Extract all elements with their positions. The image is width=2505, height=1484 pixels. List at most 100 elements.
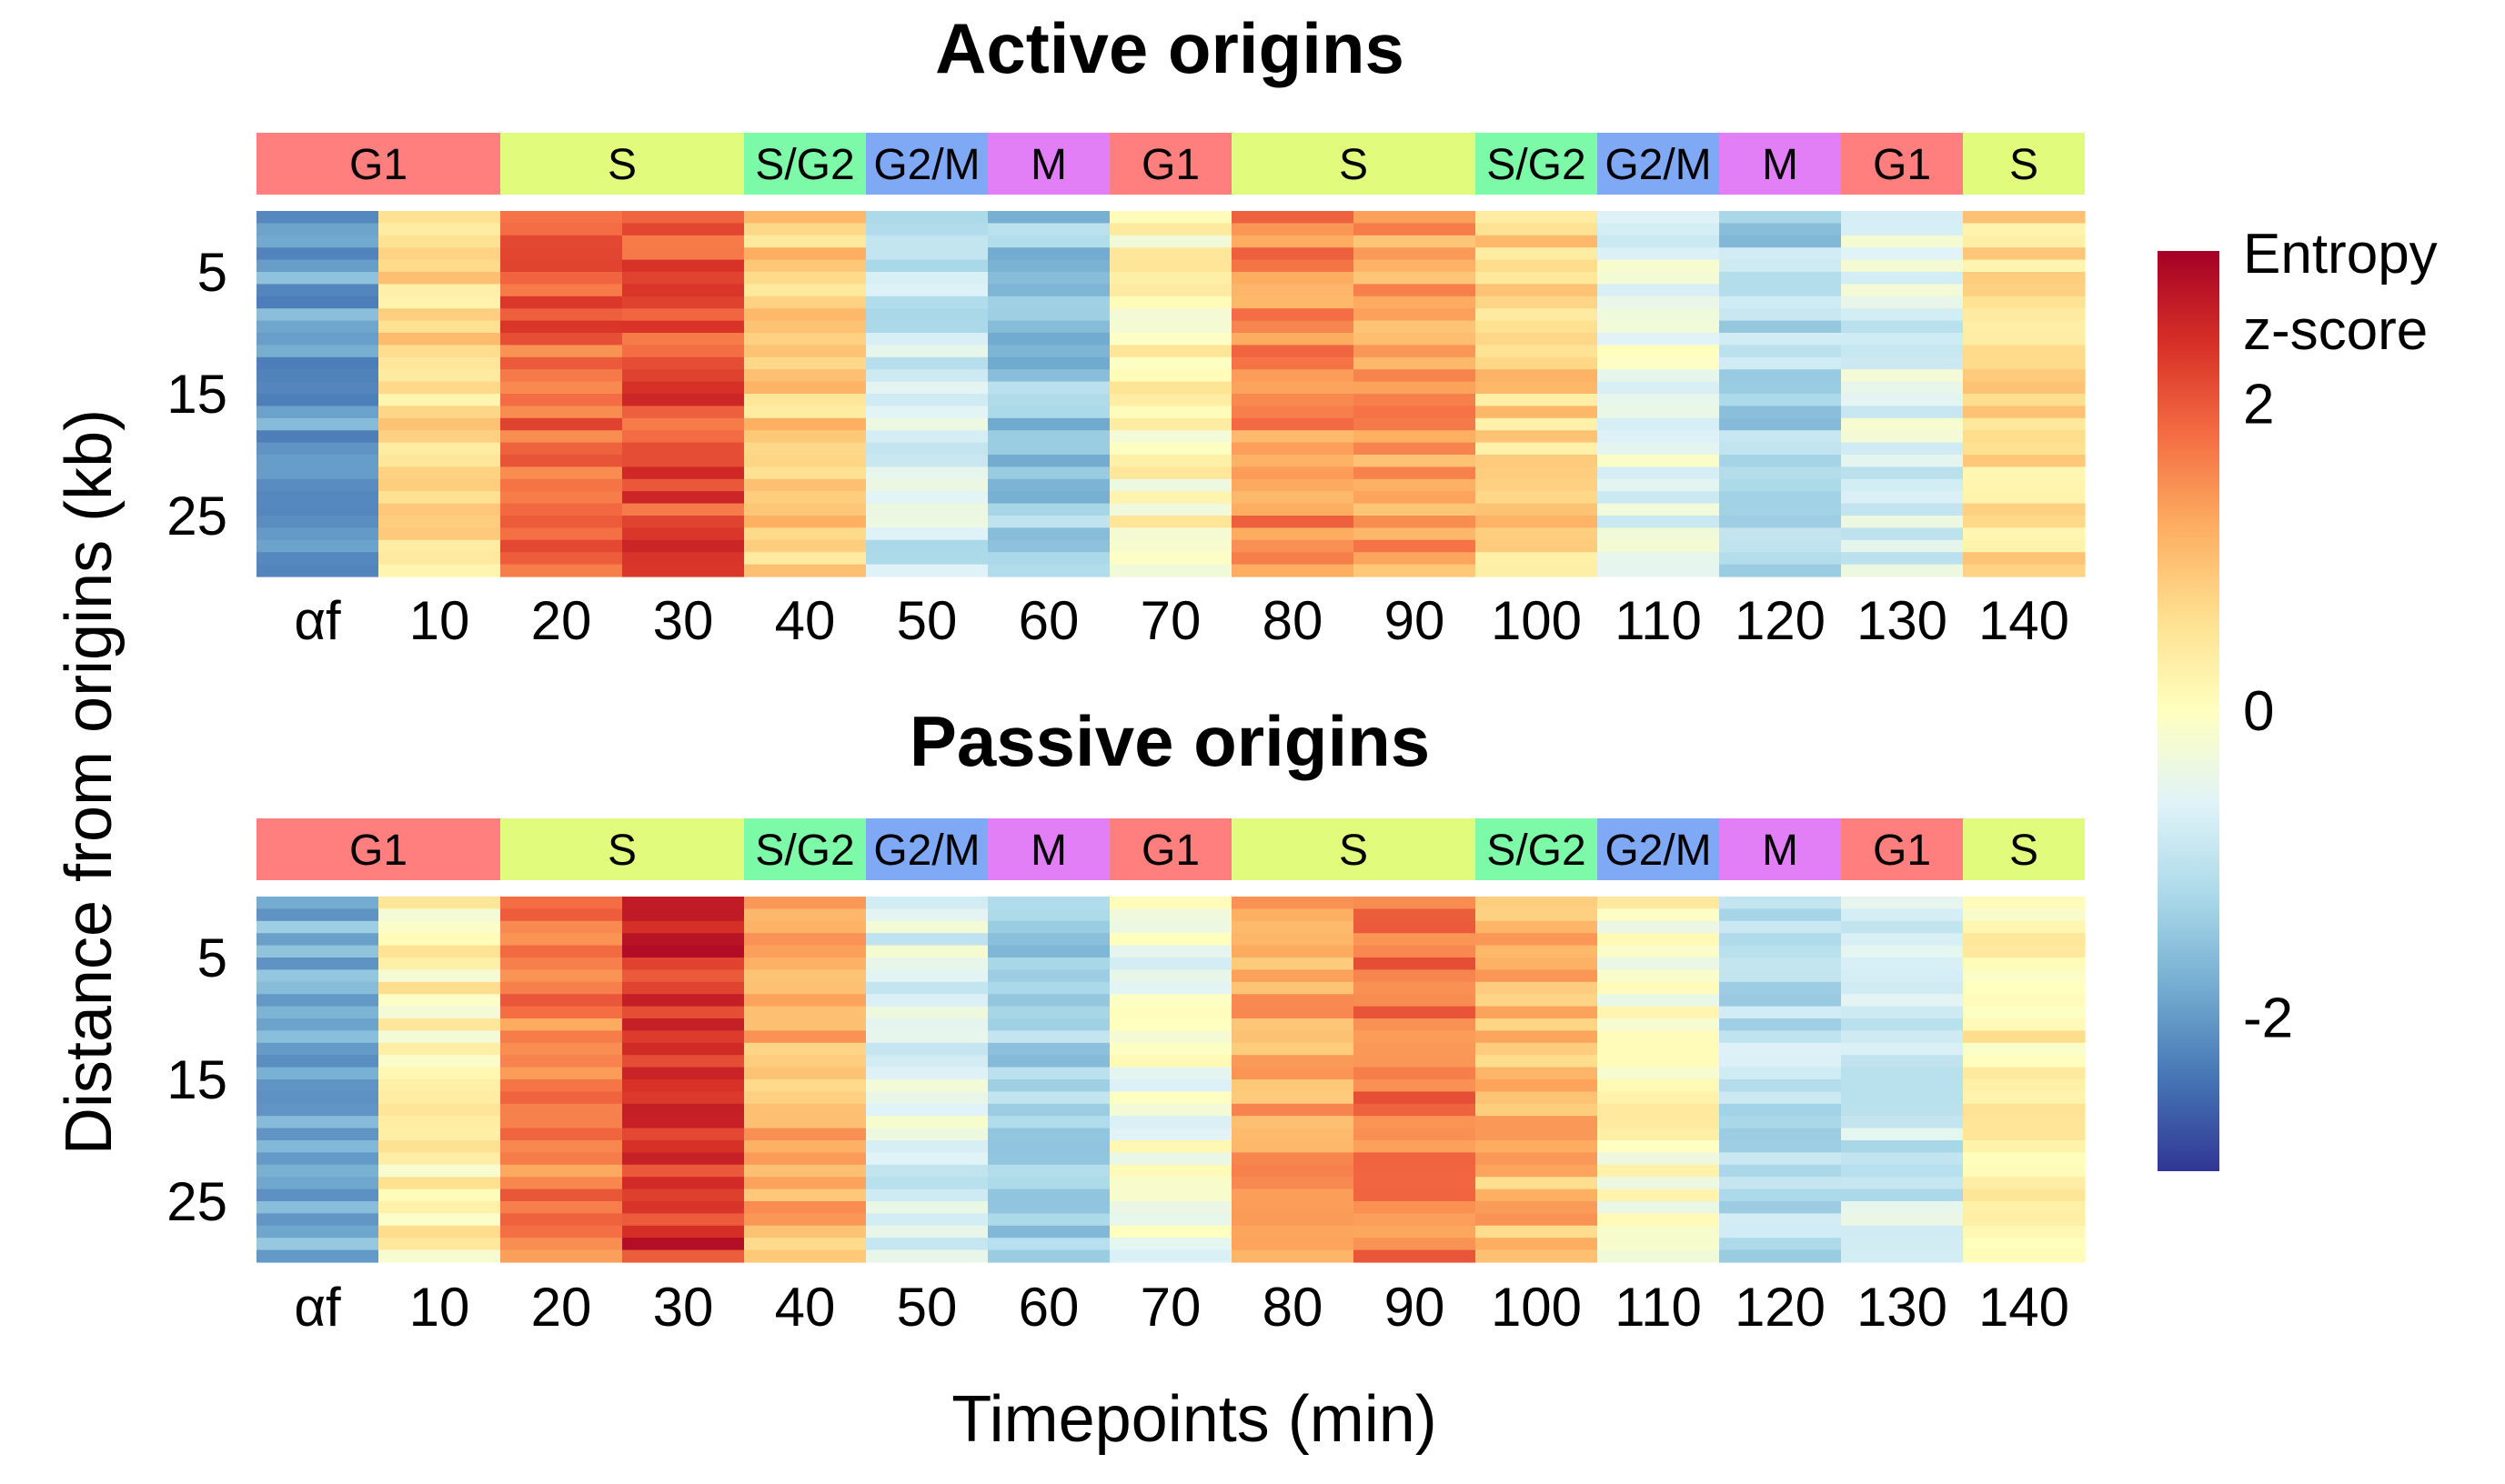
heatmap-cell (1110, 466, 1232, 480)
heatmap-cell (1232, 430, 1354, 444)
heatmap-cell (1232, 908, 1354, 922)
heatmap-cell (1963, 1079, 2086, 1092)
heatmap-cell (1841, 430, 1964, 444)
heatmap-cell (1232, 516, 1354, 528)
heatmap-cell (378, 296, 501, 309)
heatmap-cell (500, 958, 623, 970)
heatmap-cell (1963, 945, 2086, 958)
heatmap-cell (866, 1152, 989, 1166)
heatmap-cell (378, 1055, 501, 1068)
heatmap-cell (622, 491, 745, 505)
heatmap-cell (257, 308, 379, 322)
heatmap-cell (744, 1177, 867, 1190)
heatmap-cell (744, 296, 867, 309)
heatmap-cell (378, 1188, 501, 1202)
heatmap-cell (500, 1140, 623, 1153)
heatmap-cell (1597, 478, 1720, 492)
heatmap-cell (1110, 1188, 1232, 1202)
heatmap-cell (1841, 369, 1964, 383)
heatmap-cell (500, 1116, 623, 1129)
heatmap-cell (1841, 1055, 1964, 1068)
heatmap-cell (1475, 945, 1598, 958)
heatmap-cell (988, 1213, 1111, 1227)
heatmap-cell (866, 211, 989, 224)
heatmap-cell (1841, 994, 1964, 1008)
heatmap-cell (622, 1067, 745, 1080)
heatmap-cell (257, 430, 379, 444)
heatmap-cell (378, 933, 501, 947)
phase-band-g2-m (1597, 818, 1719, 880)
heatmap-cell (1353, 958, 1476, 970)
heatmap-cell (1597, 981, 1720, 995)
heatmap-cell (1597, 1177, 1720, 1190)
x-tick-label: 30 (653, 1277, 714, 1338)
heatmap-cell (1719, 1030, 1842, 1044)
heatmap-cell (378, 491, 501, 505)
heatmap-cell (622, 296, 745, 309)
heatmap-cell (378, 1225, 501, 1238)
heatmap-cell (1110, 235, 1232, 248)
heatmap-cell (1353, 296, 1476, 309)
heatmap-cell (1475, 981, 1598, 995)
heatmap-cell (500, 969, 623, 983)
x-tick-label: 140 (1978, 1277, 2069, 1338)
heatmap-cell (1719, 308, 1842, 322)
heatmap-cell (1353, 1177, 1476, 1190)
heatmap-cell (744, 369, 867, 383)
heatmap-cell (1963, 455, 2086, 467)
heatmap-cell (378, 272, 501, 285)
heatmap-cell (1232, 247, 1354, 261)
heatmap-cell (866, 1164, 989, 1178)
heatmap-cell (988, 491, 1111, 505)
heatmap-cell (622, 552, 745, 566)
heatmap-cell (257, 455, 379, 467)
heatmap-cell (744, 933, 867, 947)
heatmap-cell (1597, 284, 1720, 297)
heatmap-cell (744, 969, 867, 983)
heatmap-cell (257, 1079, 379, 1092)
heatmap-cell (1353, 259, 1476, 273)
heatmap-cell (1719, 1164, 1842, 1178)
heatmap-cell (622, 958, 745, 970)
heatmap-cell (378, 1140, 501, 1153)
phase-label: M (1762, 827, 1798, 875)
heatmap-cell (1353, 406, 1476, 419)
y-tick-label: 5 (197, 242, 227, 303)
panel-title-passive: Passive origins (910, 701, 1430, 781)
heatmap-cell (378, 406, 501, 419)
heatmap-cell (866, 223, 989, 236)
phase-band-g1 (1841, 818, 1963, 880)
heatmap-cell (1232, 503, 1354, 516)
heatmap-cell (500, 381, 623, 395)
heatmap-cell (1597, 1018, 1720, 1031)
heatmap-cell (500, 1188, 623, 1202)
heatmap-cell (988, 466, 1111, 480)
heatmap-cell (1719, 1091, 1842, 1105)
colorbar-tick-label: -2 (2243, 987, 2293, 1049)
heatmap-cell (1719, 333, 1842, 346)
heatmap-cell (1110, 1067, 1232, 1080)
heatmap-cell (1597, 272, 1720, 285)
heatmap-cell (622, 272, 745, 285)
heatmap-cell (1110, 1079, 1232, 1092)
heatmap-cell (1110, 1006, 1232, 1019)
phase-band-g1 (257, 133, 500, 195)
heatmap-cell (1475, 430, 1598, 444)
heatmap-cell (1110, 1128, 1232, 1141)
heatmap-cell (622, 259, 745, 273)
heatmap-cell (1719, 1128, 1842, 1141)
heatmap-cell (1841, 1249, 1964, 1263)
heatmap-cell (1353, 356, 1476, 370)
heatmap-cell (866, 466, 989, 480)
heatmap-cell (1719, 1103, 1842, 1117)
heatmap-cell (1353, 1164, 1476, 1178)
heatmap-cell (1963, 272, 2086, 285)
heatmap-cell (1475, 333, 1598, 346)
heatmap-cell (1475, 958, 1598, 970)
heatmap-cell (1841, 1152, 1964, 1166)
phase-band-s (500, 133, 744, 195)
heatmap-cell (622, 284, 745, 297)
heatmap-cell (1475, 1249, 1598, 1263)
phase-band-g2-m (866, 818, 988, 880)
